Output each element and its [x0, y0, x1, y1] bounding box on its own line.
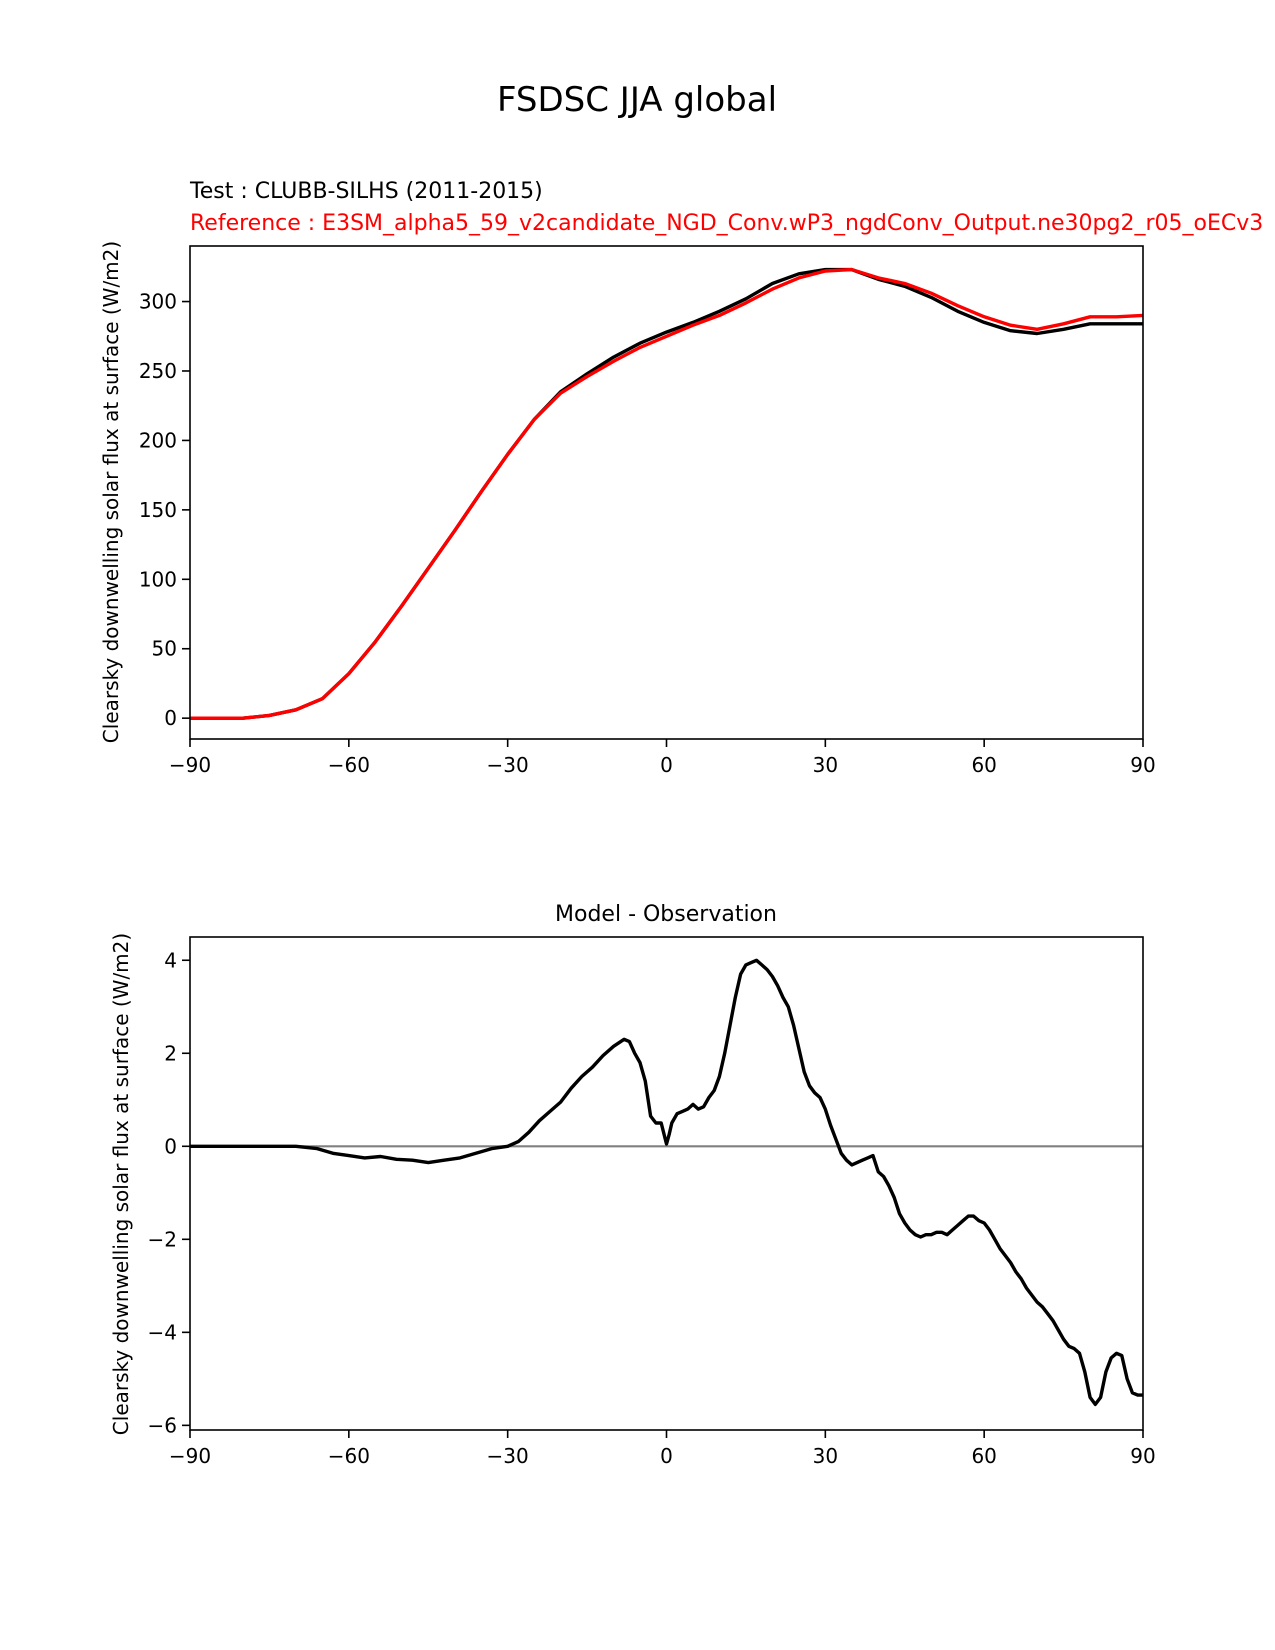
top-y-tick-label: 200 — [139, 428, 177, 452]
top-panel-reference-title: Reference : E3SM_alpha5_59_v2candidate_N… — [190, 211, 1263, 236]
bottom-y-tick-label: 4 — [164, 948, 177, 972]
top-x-tick-label: 30 — [813, 753, 838, 777]
top-x-tick-label: −60 — [328, 753, 370, 777]
bottom-plot-area: −90 −60 −30 0 30 60 90 4 2 0 −2 −4 −6 — [148, 936, 1156, 1468]
bottom-panel-y-axis-label: Clearsky downwelling solar flux at surfa… — [109, 933, 133, 1435]
top-y-tick-label: 0 — [164, 706, 177, 730]
bottom-y-tick-label: −2 — [148, 1227, 177, 1251]
top-plot-area: −90 −60 −30 0 30 60 90 0 50 100 150 200 250 300 — [139, 245, 1156, 777]
top-x-tick-label: −90 — [169, 753, 211, 777]
bottom-x-tick-label: −30 — [487, 1444, 529, 1468]
bottom-series-group — [190, 958, 1143, 1407]
top-panel-y-axis-label: Clearsky downwelling solar flux at surfa… — [99, 241, 123, 743]
bottom-x-tick-label: −60 — [328, 1444, 370, 1468]
top-y-tick-label: 300 — [139, 290, 177, 314]
bottom-y-tick-label: −4 — [148, 1320, 177, 1344]
top-x-tick-label: 60 — [971, 753, 996, 777]
top-panel-test-title: Test : CLUBB-SILHS (2011-2015) — [189, 179, 543, 204]
top-x-tick-label: 0 — [660, 753, 673, 777]
bottom-panel: Model - Observation Clearsky downwelling… — [109, 902, 1156, 1468]
figure-suptitle: FSDSC JJA global — [497, 80, 777, 120]
top-y-tick-label: 50 — [152, 637, 177, 661]
top-series-group — [190, 267, 1143, 720]
top-series-reference-line — [190, 267, 1143, 720]
top-panel: Test : CLUBB-SILHS (2011-2015) Reference… — [99, 179, 1263, 777]
bottom-y-tick-label: −6 — [148, 1413, 177, 1437]
bottom-y-tick-label: 0 — [164, 1134, 177, 1158]
top-y-tick-label: 250 — [139, 359, 177, 383]
top-y-tick-label: 100 — [139, 567, 177, 591]
bottom-y-tick-label: 2 — [164, 1041, 177, 1065]
bottom-series-difference-line — [190, 958, 1143, 1407]
bottom-x-tick-label: −90 — [169, 1444, 211, 1468]
bottom-panel-title: Model - Observation — [555, 902, 777, 927]
bottom-x-tick-label: 90 — [1130, 1444, 1155, 1468]
top-x-tick-label: −30 — [487, 753, 529, 777]
top-y-tick-label: 150 — [139, 498, 177, 522]
top-x-tick-label: 90 — [1130, 753, 1155, 777]
bottom-x-tick-label: 30 — [813, 1444, 838, 1468]
bottom-x-tick-label: 60 — [971, 1444, 996, 1468]
bottom-x-tick-label: 0 — [660, 1444, 673, 1468]
